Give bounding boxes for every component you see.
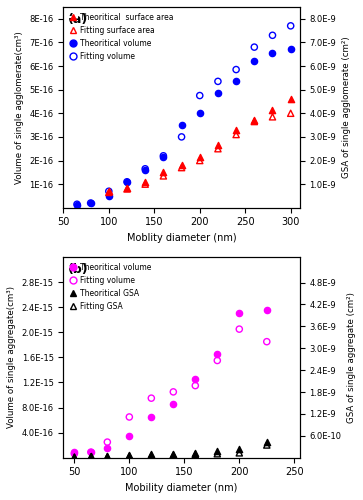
Point <box>148 394 154 402</box>
Point <box>124 178 130 186</box>
Point <box>233 130 239 138</box>
Point <box>88 199 94 207</box>
Point <box>74 202 80 209</box>
Point <box>88 453 94 461</box>
Point <box>170 400 176 408</box>
Point <box>106 192 112 200</box>
Point <box>197 153 203 161</box>
Point <box>236 445 242 453</box>
Point <box>170 451 176 459</box>
Point <box>126 432 132 440</box>
Point <box>160 152 166 160</box>
Point <box>179 121 184 129</box>
Y-axis label: GSA of single agglomerate (cm²): GSA of single agglomerate (cm²) <box>342 36 351 178</box>
Point <box>72 448 77 456</box>
Point <box>192 382 198 390</box>
Text: (a): (a) <box>68 13 88 26</box>
X-axis label: Moblity diameter (nm): Moblity diameter (nm) <box>127 233 236 243</box>
Point <box>233 78 239 86</box>
Point <box>236 325 242 333</box>
X-axis label: Mobility diameter (nm): Mobility diameter (nm) <box>125 483 238 493</box>
Point <box>126 452 132 460</box>
Point <box>88 452 94 460</box>
Point <box>124 178 130 186</box>
Point <box>105 452 110 460</box>
Point <box>215 78 221 86</box>
Point <box>215 141 221 149</box>
Point <box>197 92 203 100</box>
Point <box>148 413 154 421</box>
Point <box>142 178 148 186</box>
Point <box>288 95 294 103</box>
Point <box>148 452 154 460</box>
Point <box>124 184 130 192</box>
Point <box>192 376 198 384</box>
Point <box>215 350 220 358</box>
Y-axis label: Volume of single agglomerate(cm³): Volume of single agglomerate(cm³) <box>15 31 24 184</box>
Point <box>160 172 166 180</box>
Legend: Theoritical volume, Fitting volume, Theoritical GSA, Fitting GSA: Theoritical volume, Fitting volume, Theo… <box>67 261 154 313</box>
Point <box>264 441 270 449</box>
Text: (b): (b) <box>68 263 89 276</box>
Point <box>105 444 110 452</box>
Point <box>215 447 220 455</box>
Point <box>233 126 239 134</box>
Point <box>264 438 270 446</box>
Point <box>88 448 94 456</box>
Legend: Theoritical  surface area, Fitting surface area, Theoritical volume, Fitting vol: Theoritical surface area, Fitting surfac… <box>67 11 176 63</box>
Point <box>264 338 270 345</box>
Point <box>142 165 148 173</box>
Point <box>252 58 257 66</box>
Y-axis label: GSA of single aggregate (cm²): GSA of single aggregate (cm²) <box>347 292 356 423</box>
Point <box>270 32 276 40</box>
Point <box>197 110 203 118</box>
Y-axis label: Volume of single aggregate(cm³): Volume of single aggregate(cm³) <box>7 286 16 428</box>
Point <box>170 388 176 396</box>
Point <box>142 166 148 174</box>
Point <box>106 187 112 195</box>
Point <box>252 43 257 51</box>
Point <box>106 187 112 195</box>
Point <box>252 116 257 124</box>
Point <box>124 185 130 193</box>
Point <box>126 451 132 459</box>
Point <box>288 22 294 30</box>
Point <box>72 453 77 461</box>
Point <box>106 188 112 196</box>
Point <box>215 356 220 364</box>
Point <box>233 66 239 74</box>
Point <box>270 106 276 114</box>
Point <box>160 168 166 176</box>
Point <box>148 450 154 458</box>
Point <box>252 118 257 126</box>
Point <box>179 164 184 172</box>
Point <box>179 161 184 169</box>
Point <box>142 180 148 188</box>
Point <box>215 144 221 152</box>
Point <box>72 452 77 460</box>
Point <box>105 452 110 460</box>
Point <box>179 133 184 141</box>
Point <box>236 449 242 457</box>
Point <box>160 153 166 161</box>
Point <box>270 49 276 57</box>
Point <box>88 199 94 207</box>
Point <box>170 450 176 458</box>
Point <box>215 89 221 97</box>
Point <box>288 46 294 54</box>
Point <box>126 413 132 421</box>
Point <box>197 156 203 164</box>
Point <box>215 450 220 458</box>
Point <box>264 306 270 314</box>
Point <box>74 200 80 208</box>
Point <box>88 448 94 456</box>
Point <box>105 438 110 446</box>
Point <box>270 113 276 121</box>
Point <box>72 450 77 458</box>
Point <box>236 310 242 318</box>
Point <box>288 110 294 118</box>
Point <box>192 450 198 458</box>
Point <box>192 448 198 456</box>
